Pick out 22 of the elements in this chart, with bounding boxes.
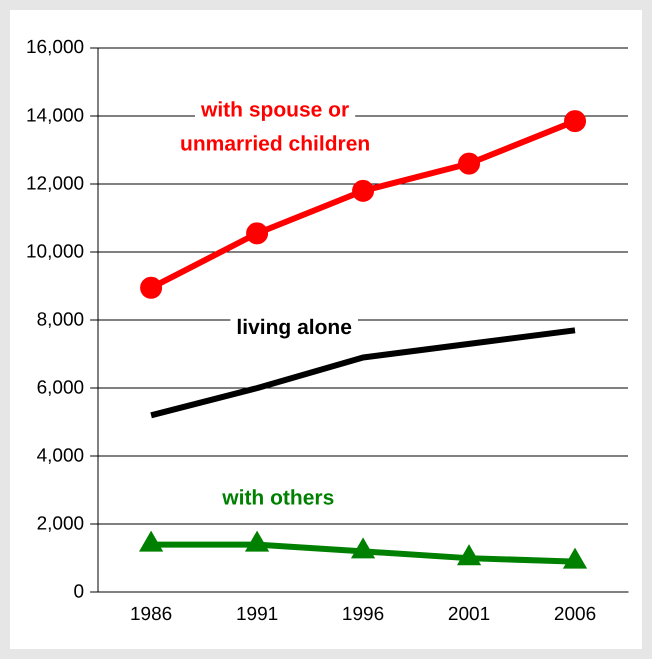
series-label: living alone — [236, 316, 352, 339]
y-tick-label: 12,000 — [26, 173, 84, 194]
x-tick-label: 1991 — [236, 604, 278, 625]
point — [352, 180, 374, 202]
y-tick-label: 0 — [74, 581, 84, 602]
y-tick-label: 6,000 — [36, 377, 84, 398]
y-tick-label: 10,000 — [26, 241, 84, 262]
series-label: with spouse or unmarried children — [180, 98, 370, 156]
x-tick-label: 2001 — [448, 604, 490, 625]
y-tick-label: 4,000 — [36, 445, 84, 466]
x-tick-label: 1996 — [342, 604, 384, 625]
y-tick-label: 14,000 — [26, 105, 84, 126]
point — [458, 152, 480, 175]
point — [246, 222, 268, 244]
y-tick-label: 8,000 — [36, 309, 84, 330]
point — [140, 276, 162, 299]
x-tick-label: 2006 — [554, 604, 596, 625]
x-tick-label: 1986 — [130, 604, 172, 625]
series-label: with others — [221, 486, 334, 510]
point — [564, 110, 586, 132]
y-tick-label: 2,000 — [36, 513, 84, 534]
y-tick-label: 16,000 — [26, 37, 84, 58]
